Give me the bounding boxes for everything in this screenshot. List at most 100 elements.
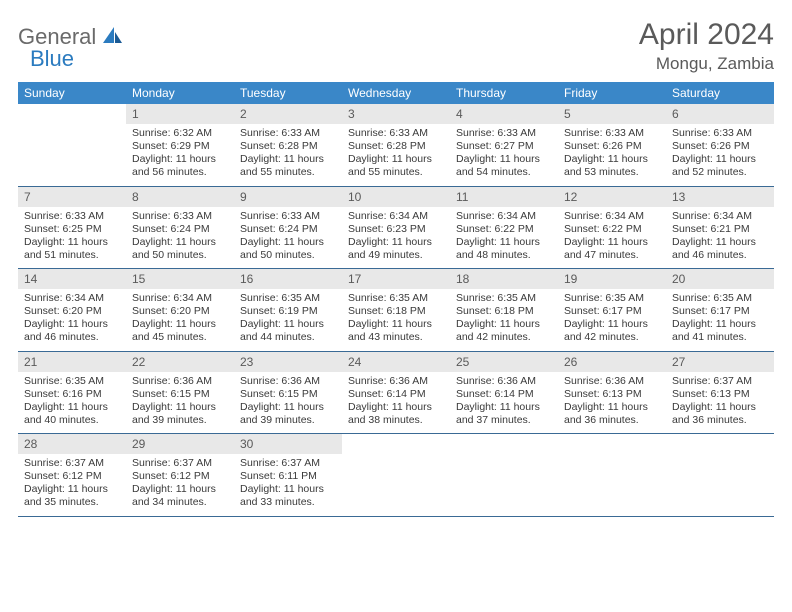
day-body: Sunrise: 6:37 AM Sunset: 6:13 PM Dayligh… <box>666 372 774 434</box>
calendar-cell: 21Sunrise: 6:35 AM Sunset: 6:16 PM Dayli… <box>18 351 126 434</box>
logo-text-blue: Blue <box>30 46 74 71</box>
dow-saturday: Saturday <box>666 82 774 104</box>
day-body: Sunrise: 6:35 AM Sunset: 6:18 PM Dayligh… <box>450 289 558 351</box>
calendar-cell <box>342 434 450 517</box>
day-body: Sunrise: 6:35 AM Sunset: 6:17 PM Dayligh… <box>558 289 666 351</box>
day-number: 18 <box>450 269 558 289</box>
calendar-cell: 8Sunrise: 6:33 AM Sunset: 6:24 PM Daylig… <box>126 186 234 269</box>
day-body: Sunrise: 6:33 AM Sunset: 6:26 PM Dayligh… <box>666 124 774 186</box>
calendar-cell: 27Sunrise: 6:37 AM Sunset: 6:13 PM Dayli… <box>666 351 774 434</box>
day-body: Sunrise: 6:35 AM Sunset: 6:18 PM Dayligh… <box>342 289 450 351</box>
calendar-cell: 17Sunrise: 6:35 AM Sunset: 6:18 PM Dayli… <box>342 269 450 352</box>
day-body: Sunrise: 6:33 AM Sunset: 6:27 PM Dayligh… <box>450 124 558 186</box>
dow-monday: Monday <box>126 82 234 104</box>
day-number: 19 <box>558 269 666 289</box>
day-number: 20 <box>666 269 774 289</box>
day-body: Sunrise: 6:35 AM Sunset: 6:17 PM Dayligh… <box>666 289 774 351</box>
day-number: 14 <box>18 269 126 289</box>
calendar-cell: 1Sunrise: 6:32 AM Sunset: 6:29 PM Daylig… <box>126 104 234 186</box>
calendar-week-row: 7Sunrise: 6:33 AM Sunset: 6:25 PM Daylig… <box>18 186 774 269</box>
calendar-week-row: 14Sunrise: 6:34 AM Sunset: 6:20 PM Dayli… <box>18 269 774 352</box>
calendar-cell <box>558 434 666 517</box>
calendar-cell: 30Sunrise: 6:37 AM Sunset: 6:11 PM Dayli… <box>234 434 342 517</box>
day-body: Sunrise: 6:34 AM Sunset: 6:23 PM Dayligh… <box>342 207 450 269</box>
calendar-cell: 28Sunrise: 6:37 AM Sunset: 6:12 PM Dayli… <box>18 434 126 517</box>
dow-header-row: Sunday Monday Tuesday Wednesday Thursday… <box>18 82 774 104</box>
day-body: Sunrise: 6:36 AM Sunset: 6:15 PM Dayligh… <box>234 372 342 434</box>
calendar-cell: 9Sunrise: 6:33 AM Sunset: 6:24 PM Daylig… <box>234 186 342 269</box>
calendar-cell: 15Sunrise: 6:34 AM Sunset: 6:20 PM Dayli… <box>126 269 234 352</box>
calendar-cell: 12Sunrise: 6:34 AM Sunset: 6:22 PM Dayli… <box>558 186 666 269</box>
day-body: Sunrise: 6:34 AM Sunset: 6:20 PM Dayligh… <box>126 289 234 351</box>
calendar-cell: 14Sunrise: 6:34 AM Sunset: 6:20 PM Dayli… <box>18 269 126 352</box>
day-body: Sunrise: 6:36 AM Sunset: 6:14 PM Dayligh… <box>450 372 558 434</box>
day-body: Sunrise: 6:33 AM Sunset: 6:24 PM Dayligh… <box>126 207 234 269</box>
location: Mongu, Zambia <box>639 54 774 74</box>
calendar-table: Sunday Monday Tuesday Wednesday Thursday… <box>18 82 774 517</box>
day-number: 25 <box>450 352 558 372</box>
dow-tuesday: Tuesday <box>234 82 342 104</box>
day-number: 7 <box>18 187 126 207</box>
calendar-cell: 24Sunrise: 6:36 AM Sunset: 6:14 PM Dayli… <box>342 351 450 434</box>
day-body: Sunrise: 6:35 AM Sunset: 6:16 PM Dayligh… <box>18 372 126 434</box>
calendar-week-row: 21Sunrise: 6:35 AM Sunset: 6:16 PM Dayli… <box>18 351 774 434</box>
day-number: 30 <box>234 434 342 454</box>
day-number: 29 <box>126 434 234 454</box>
day-number: 22 <box>126 352 234 372</box>
day-number: 5 <box>558 104 666 124</box>
day-body: Sunrise: 6:33 AM Sunset: 6:28 PM Dayligh… <box>342 124 450 186</box>
header: General April 2024 Mongu, Zambia <box>18 18 774 74</box>
day-number: 13 <box>666 187 774 207</box>
calendar-cell: 2Sunrise: 6:33 AM Sunset: 6:28 PM Daylig… <box>234 104 342 186</box>
day-number: 4 <box>450 104 558 124</box>
day-body: Sunrise: 6:36 AM Sunset: 6:13 PM Dayligh… <box>558 372 666 434</box>
calendar-week-row: 1Sunrise: 6:32 AM Sunset: 6:29 PM Daylig… <box>18 104 774 186</box>
calendar-cell <box>18 104 126 186</box>
day-body: Sunrise: 6:34 AM Sunset: 6:21 PM Dayligh… <box>666 207 774 269</box>
day-number: 12 <box>558 187 666 207</box>
day-number: 10 <box>342 187 450 207</box>
day-number: 28 <box>18 434 126 454</box>
logo-sail-icon <box>102 26 124 49</box>
day-body: Sunrise: 6:36 AM Sunset: 6:15 PM Dayligh… <box>126 372 234 434</box>
day-number: 6 <box>666 104 774 124</box>
calendar-cell: 6Sunrise: 6:33 AM Sunset: 6:26 PM Daylig… <box>666 104 774 186</box>
day-body: Sunrise: 6:37 AM Sunset: 6:11 PM Dayligh… <box>234 454 342 516</box>
day-number: 23 <box>234 352 342 372</box>
calendar-cell: 7Sunrise: 6:33 AM Sunset: 6:25 PM Daylig… <box>18 186 126 269</box>
dow-wednesday: Wednesday <box>342 82 450 104</box>
dow-sunday: Sunday <box>18 82 126 104</box>
day-body: Sunrise: 6:35 AM Sunset: 6:19 PM Dayligh… <box>234 289 342 351</box>
day-number: 24 <box>342 352 450 372</box>
dow-thursday: Thursday <box>450 82 558 104</box>
calendar-cell: 13Sunrise: 6:34 AM Sunset: 6:21 PM Dayli… <box>666 186 774 269</box>
calendar-cell: 23Sunrise: 6:36 AM Sunset: 6:15 PM Dayli… <box>234 351 342 434</box>
day-number: 2 <box>234 104 342 124</box>
calendar-cell: 16Sunrise: 6:35 AM Sunset: 6:19 PM Dayli… <box>234 269 342 352</box>
calendar-cell: 18Sunrise: 6:35 AM Sunset: 6:18 PM Dayli… <box>450 269 558 352</box>
month-title: April 2024 <box>639 18 774 52</box>
day-number: 15 <box>126 269 234 289</box>
calendar-cell: 11Sunrise: 6:34 AM Sunset: 6:22 PM Dayli… <box>450 186 558 269</box>
day-body: Sunrise: 6:33 AM Sunset: 6:25 PM Dayligh… <box>18 207 126 269</box>
day-number: 1 <box>126 104 234 124</box>
day-number: 3 <box>342 104 450 124</box>
day-number: 21 <box>18 352 126 372</box>
title-block: April 2024 Mongu, Zambia <box>639 18 774 74</box>
calendar-cell <box>666 434 774 517</box>
day-body: Sunrise: 6:34 AM Sunset: 6:22 PM Dayligh… <box>558 207 666 269</box>
logo-text-blue-row: Blue <box>28 46 74 72</box>
day-body: Sunrise: 6:37 AM Sunset: 6:12 PM Dayligh… <box>18 454 126 516</box>
day-body: Sunrise: 6:34 AM Sunset: 6:22 PM Dayligh… <box>450 207 558 269</box>
calendar-cell <box>450 434 558 517</box>
day-body: Sunrise: 6:32 AM Sunset: 6:29 PM Dayligh… <box>126 124 234 186</box>
day-body: Sunrise: 6:37 AM Sunset: 6:12 PM Dayligh… <box>126 454 234 516</box>
calendar-cell: 20Sunrise: 6:35 AM Sunset: 6:17 PM Dayli… <box>666 269 774 352</box>
dow-friday: Friday <box>558 82 666 104</box>
day-number: 26 <box>558 352 666 372</box>
calendar-cell: 10Sunrise: 6:34 AM Sunset: 6:23 PM Dayli… <box>342 186 450 269</box>
day-number: 17 <box>342 269 450 289</box>
day-body: Sunrise: 6:33 AM Sunset: 6:24 PM Dayligh… <box>234 207 342 269</box>
day-number: 27 <box>666 352 774 372</box>
calendar-week-row: 28Sunrise: 6:37 AM Sunset: 6:12 PM Dayli… <box>18 434 774 517</box>
